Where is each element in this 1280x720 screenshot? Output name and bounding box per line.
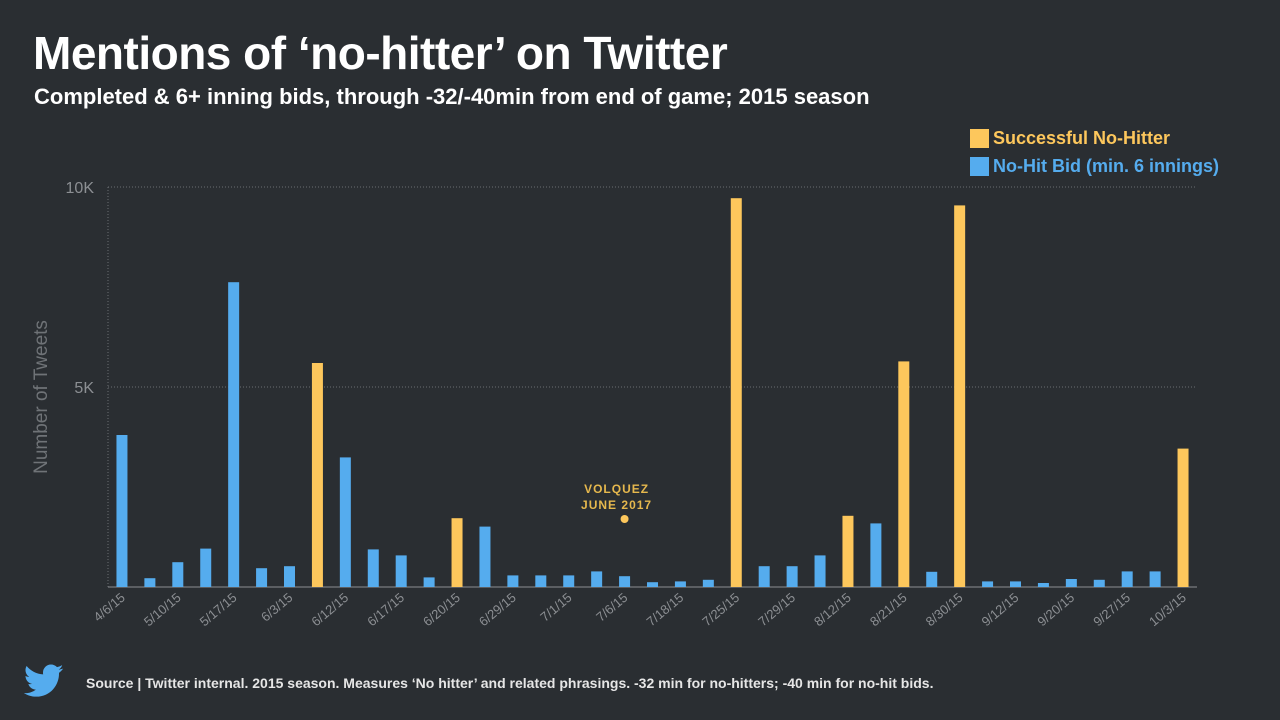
- bar-no-hit-bid: [423, 577, 435, 587]
- bar-no-hitter: [311, 363, 323, 587]
- bar-no-hit-bid: [758, 566, 770, 587]
- x-tick-label: 8/30/15: [923, 590, 966, 629]
- x-tick-label: 7/25/15: [699, 590, 742, 629]
- annotation-label: VOLQUEZ: [584, 482, 649, 496]
- bar-no-hit-bid: [619, 576, 631, 587]
- x-tick-label: 7/29/15: [755, 590, 798, 629]
- x-tick-label: 6/29/15: [476, 590, 519, 629]
- bar-no-hit-bid: [535, 575, 547, 587]
- x-tick-label: 8/12/15: [811, 590, 854, 629]
- x-tick-label: 4/6/15: [91, 590, 128, 625]
- x-tick-label: 6/3/15: [258, 590, 295, 625]
- y-tick-label: 5K: [74, 380, 94, 397]
- legend-swatch-no-hitter: [970, 128, 989, 148]
- x-tick-label: 5/17/15: [197, 590, 240, 629]
- x-tick-label: 9/12/15: [979, 590, 1022, 629]
- bar-no-hit-bid: [1010, 581, 1021, 587]
- bar-no-hit-bid: [982, 581, 994, 587]
- bar-no-hit-bid: [702, 579, 714, 587]
- y-axis-label: Number of Tweets: [31, 320, 52, 474]
- x-tick-label: 9/27/15: [1090, 590, 1133, 629]
- chart-legend: Successful No-Hitter No-Hit Bid (min. 6 …: [970, 124, 1219, 180]
- bar-no-hit-bid: [563, 575, 575, 587]
- x-tick-label: 10/3/15: [1146, 590, 1189, 629]
- x-tick-label: 6/12/15: [308, 590, 351, 629]
- annotation-label: JUNE 2017: [581, 498, 652, 512]
- legend-label-bid: No-Hit Bid (min. 6 innings): [993, 155, 1219, 176]
- bar-no-hitter: [842, 515, 854, 587]
- x-tick-label: 9/20/15: [1034, 590, 1077, 629]
- x-tick-label: 7/18/15: [643, 590, 686, 629]
- bar-no-hitter: [730, 198, 742, 587]
- bar-no-hit-bid: [1093, 579, 1105, 587]
- twitter-bird-icon: [24, 664, 64, 697]
- bar-no-hit-bid: [284, 566, 295, 587]
- bar-no-hit-bid: [786, 566, 798, 587]
- bar-no-hit-bid: [200, 548, 212, 587]
- x-tick-label: 6/17/15: [364, 590, 407, 629]
- bar-no-hit-bid: [870, 523, 882, 587]
- legend-swatch-bid: [970, 156, 989, 176]
- legend-label-no-hitter: Successful No-Hitter: [993, 127, 1171, 148]
- bar-no-hit-bid: [1149, 571, 1161, 587]
- bar-no-hitter: [1177, 448, 1189, 587]
- x-tick-label: 8/21/15: [867, 590, 910, 629]
- bar-chart: 5K 10K Number of Tweets 4/6/15 5/10/15 5/17/1…: [31, 180, 1197, 629]
- bar-no-hit-bid: [339, 457, 351, 587]
- bar-no-hit-bid: [116, 435, 128, 587]
- bar-no-hit-bid: [507, 575, 519, 587]
- source-note: Source | Twitter internal. 2015 season. …: [86, 675, 934, 691]
- bar-no-hit-bid: [591, 571, 603, 587]
- x-tick-label: 6/20/15: [420, 590, 463, 629]
- x-tick-label: 7/6/15: [593, 590, 630, 625]
- legend-item-bid: No-Hit Bid (min. 6 innings): [970, 152, 1219, 180]
- bar-no-hit-bid: [1065, 579, 1077, 587]
- bar-no-hitter: [451, 518, 463, 587]
- page-title: Mentions of ‘no-hitter’ on Twitter: [33, 27, 728, 79]
- bar-no-hit-bid: [814, 555, 826, 587]
- bar-no-hit-bid: [395, 555, 407, 587]
- bar-no-hit-bid: [172, 562, 184, 587]
- x-tick-label: 5/10/15: [141, 590, 184, 629]
- bar-no-hit-bid: [926, 571, 938, 587]
- bar-no-hitter: [954, 205, 966, 587]
- bar-no-hit-bid: [1037, 583, 1049, 587]
- annotation-marker: [620, 515, 629, 523]
- bar-no-hit-bid: [1121, 571, 1133, 587]
- bar-no-hitter: [898, 361, 910, 587]
- bar-no-hit-bid: [228, 282, 240, 587]
- bar-no-hit-bid: [674, 581, 686, 587]
- bar-no-hit-bid: [367, 549, 379, 587]
- x-tick-label: 7/1/15: [537, 590, 574, 625]
- bar-no-hit-bid: [144, 578, 156, 587]
- bar-no-hit-bid: [479, 526, 491, 587]
- y-tick-label: 10K: [66, 180, 95, 197]
- legend-item-no-hitter: Successful No-Hitter: [970, 124, 1219, 152]
- bar-no-hit-bid: [647, 582, 658, 587]
- page-subtitle: Completed & 6+ inning bids, through -32/…: [34, 84, 870, 109]
- bar-no-hit-bid: [256, 568, 268, 587]
